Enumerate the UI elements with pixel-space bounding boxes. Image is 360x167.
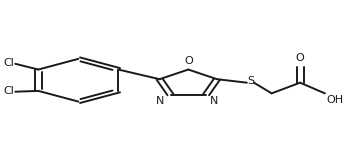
Text: N: N [210, 96, 218, 106]
Text: S: S [248, 76, 255, 86]
Text: Cl: Cl [4, 86, 14, 96]
Text: Cl: Cl [4, 58, 14, 68]
Text: OH: OH [327, 95, 344, 105]
Text: N: N [156, 96, 164, 106]
Text: O: O [296, 53, 305, 63]
Text: O: O [184, 56, 193, 66]
